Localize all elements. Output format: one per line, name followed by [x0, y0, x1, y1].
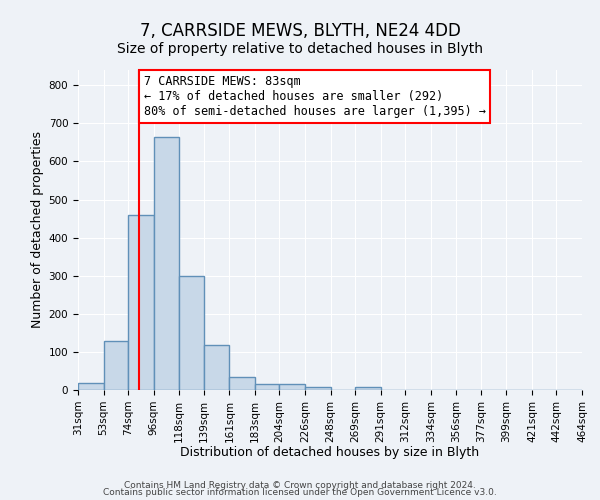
Bar	[78, 383, 104, 390]
Text: Contains HM Land Registry data © Crown copyright and database right 2024.: Contains HM Land Registry data © Crown c…	[124, 480, 476, 490]
Bar	[280, 384, 305, 390]
Y-axis label: Number of detached properties: Number of detached properties	[31, 132, 44, 328]
Bar	[305, 387, 331, 390]
Bar	[104, 341, 128, 390]
Bar	[204, 346, 229, 390]
Text: Contains public sector information licensed under the Open Government Licence v3: Contains public sector information licen…	[103, 488, 497, 497]
Bar	[255, 384, 280, 390]
Text: 7 CARRSIDE MEWS: 83sqm
← 17% of detached houses are smaller (292)
80% of semi-de: 7 CARRSIDE MEWS: 83sqm ← 17% of detached…	[143, 75, 485, 118]
Text: Size of property relative to detached houses in Blyth: Size of property relative to detached ho…	[117, 42, 483, 56]
Bar	[355, 387, 380, 390]
Bar	[154, 136, 179, 390]
Text: 7, CARRSIDE MEWS, BLYTH, NE24 4DD: 7, CARRSIDE MEWS, BLYTH, NE24 4DD	[140, 22, 460, 40]
Bar	[128, 215, 154, 390]
Bar	[179, 276, 204, 390]
X-axis label: Distribution of detached houses by size in Blyth: Distribution of detached houses by size …	[181, 446, 479, 459]
Bar	[229, 376, 255, 390]
